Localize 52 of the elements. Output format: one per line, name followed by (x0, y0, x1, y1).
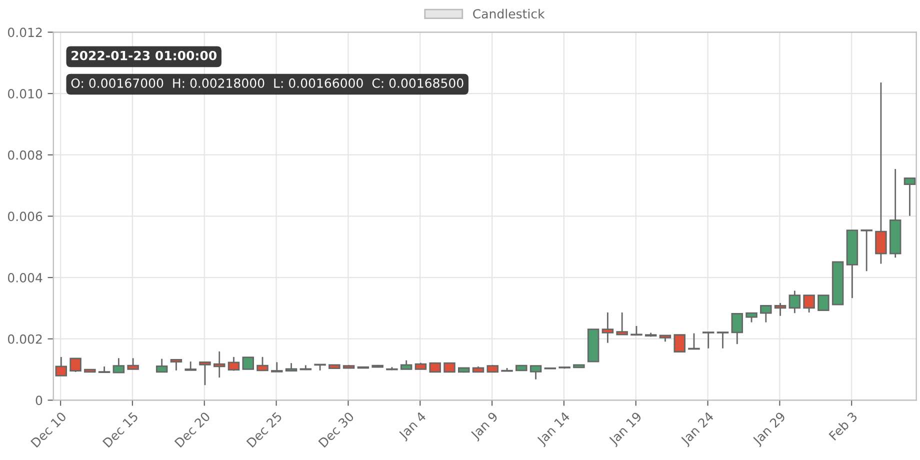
x-tick-label: Dec 15 (102, 412, 139, 448)
y-tick-label: 0.004 (8, 273, 42, 282)
y-tick-label: 0.008 (8, 150, 42, 160)
x-tick-label: Dec 20 (174, 411, 211, 448)
candlestick (803, 294, 815, 314)
candlestick (127, 357, 139, 370)
candlestick (170, 358, 182, 372)
candlestick (616, 312, 628, 336)
y-tick-label: 0.012 (8, 28, 42, 38)
x-tick-label: Feb 3 (828, 411, 858, 441)
candlestick (213, 350, 226, 378)
candlestick (860, 229, 872, 272)
candlestick (875, 82, 887, 264)
x-tick-label: Jan 29 (752, 411, 788, 448)
candlestick (630, 325, 642, 336)
candlestick (271, 361, 283, 372)
candlestick (788, 290, 801, 314)
candlestick (256, 356, 268, 372)
x-tick-label: Jan 14 (536, 411, 572, 448)
y-tick-label: 0 (36, 396, 42, 406)
annotation: O: 0.00167000 H: 0.00218000 L: 0.00166000 C: 0.00168500 (71, 78, 464, 88)
candlestick (530, 365, 542, 380)
x-tick-label: Jan 24 (680, 411, 716, 448)
x-tick-label: Dec 10 (30, 411, 67, 448)
x-tick-label: Jan 9 (470, 411, 500, 442)
candlestick (746, 312, 758, 323)
candlestick (904, 177, 916, 217)
x-tick-label: Jan 4 (398, 411, 428, 442)
candlestick (731, 313, 744, 345)
candlestick (156, 358, 168, 373)
y-tick-label: 0.006 (8, 212, 42, 222)
x-tick-label: Dec 25 (246, 412, 282, 448)
candlestick (112, 357, 125, 374)
candlestick (760, 305, 772, 323)
y-tick-label: 0.002 (8, 334, 42, 344)
candlestick (242, 356, 254, 370)
text: Candlestick (473, 8, 545, 19)
candlestick (688, 332, 700, 350)
x-tick-label: Jan 19 (608, 411, 644, 448)
candlestick (774, 302, 786, 317)
annotation: 2022-01-23 01:00:00 (72, 50, 217, 60)
candlestick (702, 332, 714, 350)
candlestick (716, 332, 729, 350)
candlestick (70, 358, 82, 373)
candlestick (674, 334, 686, 352)
candlestick (199, 360, 211, 386)
x-tick-label: Dec 30 (318, 411, 354, 448)
candlestick (55, 356, 68, 376)
candlestick (818, 294, 830, 312)
candlestick (602, 312, 614, 344)
y-tick-label: 0.010 (8, 89, 42, 98)
candlestick (228, 356, 240, 372)
